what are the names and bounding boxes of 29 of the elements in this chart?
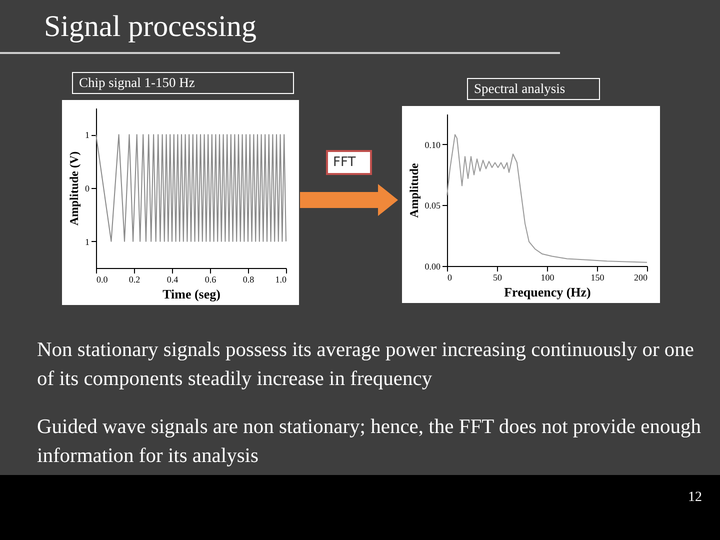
- x-tick-label: 50: [493, 272, 502, 282]
- y-tick-label: 0.10: [424, 140, 441, 150]
- x-tick-label: 200: [634, 272, 648, 282]
- x-tick-label: 0.2: [128, 274, 140, 284]
- text: Signal processing: [44, 10, 256, 44]
- text: Non stationary signals possess its average power increasing continuously or one of its components steadily increase in frequency: [37, 338, 696, 392]
- text: 12: [688, 490, 702, 506]
- y-tick-label: 0.05: [424, 200, 441, 211]
- x-tick-label: 100: [540, 272, 555, 282]
- y-tick-label: 1: [85, 130, 90, 140]
- x-tick-label: 1.0: [275, 274, 287, 284]
- text: Guided wave signals are non stationary; hence, the FFT does not provide enough information for its analysis: [37, 415, 702, 469]
- line-series: [446, 134, 648, 263]
- y-tick-label: 0.00: [424, 262, 441, 272]
- x-tick-label: 0: [448, 272, 452, 282]
- chart-title: Spectral analysis: [467, 78, 600, 100]
- y-tick-label: 0: [85, 184, 90, 194]
- x-tick-label: 0.0: [96, 274, 108, 284]
- chart-title: Chip signal 1-150 Hz: [72, 72, 294, 94]
- x-axis-title: Frequency (Hz): [504, 284, 591, 300]
- x-tick-label: 0.6: [204, 274, 217, 284]
- text: FFT: [326, 150, 372, 175]
- x-tick-label: 0.4: [166, 274, 179, 284]
- y-axis-title: Amplitude: [406, 162, 421, 218]
- x-tick-label: 150: [590, 272, 605, 282]
- x-axis-title: Time (seg): [162, 286, 220, 302]
- x-tick-label: 0.8: [242, 274, 255, 284]
- y-axis-title: Amplitude (V): [67, 151, 81, 226]
- y-tick-label: 1: [85, 236, 90, 247]
